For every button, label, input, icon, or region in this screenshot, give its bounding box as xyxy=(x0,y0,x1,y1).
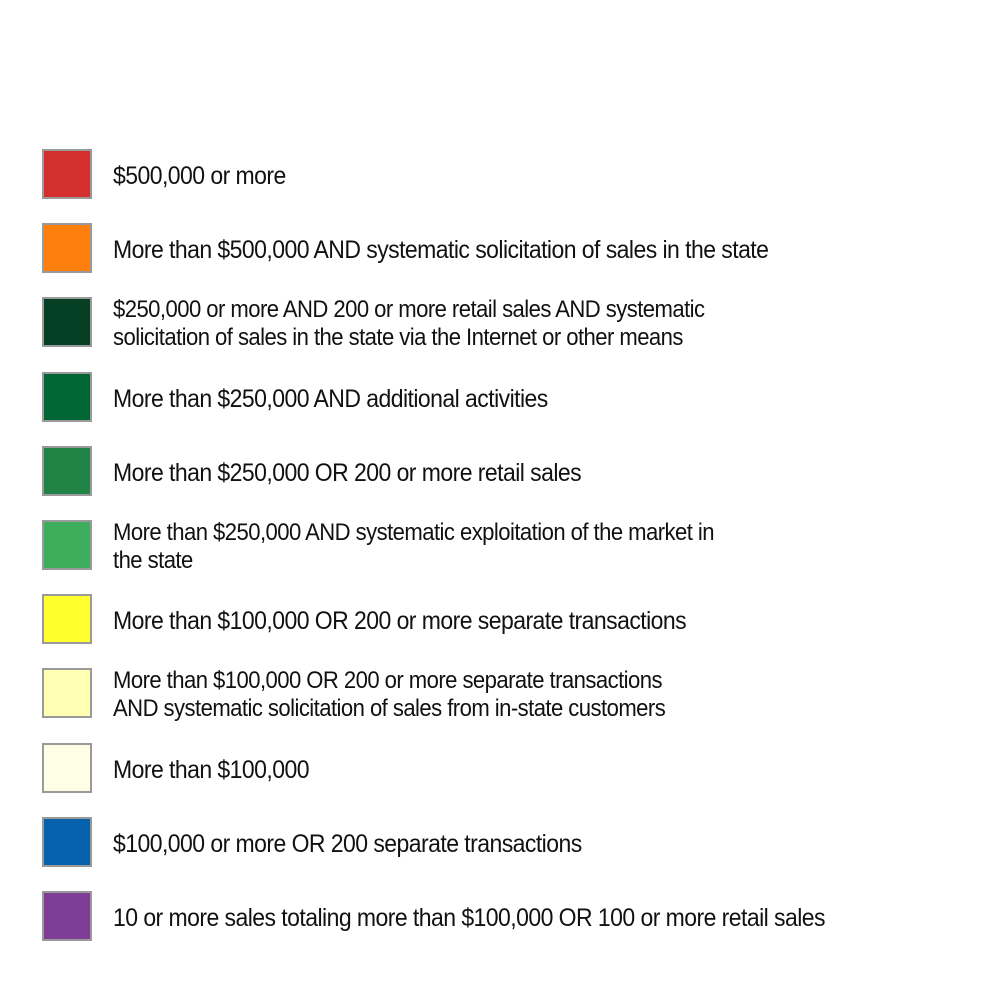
legend-item-more-than-100k-transactions-solicitation: More than $100,000 OR 200 or more separa… xyxy=(42,667,992,722)
legend-label: $500,000 or more xyxy=(113,161,286,190)
legend-item-500k-or-more: $500,000 or more xyxy=(42,149,992,203)
legend-item-more-than-250k-exploitation: More than $250,000 AND systematic exploi… xyxy=(42,519,992,574)
legend-label: $250,000 or more AND 200 or more retail … xyxy=(113,296,705,351)
legend-swatch xyxy=(42,149,92,199)
legend-swatch xyxy=(42,668,92,718)
legend-swatch xyxy=(42,520,92,570)
legend-item-10-sales-or-100-retail: 10 or more sales totaling more than $100… xyxy=(42,891,992,945)
legend-swatch xyxy=(42,594,92,644)
legend-swatch xyxy=(42,446,92,496)
legend-swatch xyxy=(42,372,92,422)
legend-label: More than $250,000 AND additional activi… xyxy=(113,384,548,413)
legend-item-more-than-500k-solicitation: More than $500,000 AND systematic solici… xyxy=(42,223,992,277)
legend-item-more-than-100k-or-200-transactions: More than $100,000 OR 200 or more separa… xyxy=(42,594,992,648)
legend-label: More than $100,000 OR 200 or more separa… xyxy=(113,606,687,635)
legend-label: More than $500,000 AND systematic solici… xyxy=(113,235,769,264)
legend-label: More than $100,000 OR 200 or more separa… xyxy=(113,667,666,722)
legend-item-more-than-250k-additional: More than $250,000 AND additional activi… xyxy=(42,372,992,426)
legend-swatch xyxy=(42,223,92,273)
legend-swatch xyxy=(42,743,92,793)
legend-label: More than $250,000 AND systematic exploi… xyxy=(113,519,715,574)
legend-item-250k-200-retail-solicitation: $250,000 or more AND 200 or more retail … xyxy=(42,296,992,351)
legend-item-more-than-250k-or-200-retail: More than $250,000 OR 200 or more retail… xyxy=(42,446,992,500)
legend-label: $100,000 or more OR 200 separate transac… xyxy=(113,829,582,858)
legend-label: 10 or more sales totaling more than $100… xyxy=(113,903,826,932)
legend-swatch xyxy=(42,297,92,347)
legend-label: More than $100,000 xyxy=(113,755,309,784)
legend-item-more-than-100k: More than $100,000 xyxy=(42,743,992,797)
legend-label: More than $250,000 OR 200 or more retail… xyxy=(113,458,582,487)
legend-item-100k-or-200-transactions: $100,000 or more OR 200 separate transac… xyxy=(42,817,992,871)
legend-swatch xyxy=(42,891,92,941)
legend-swatch xyxy=(42,817,92,867)
